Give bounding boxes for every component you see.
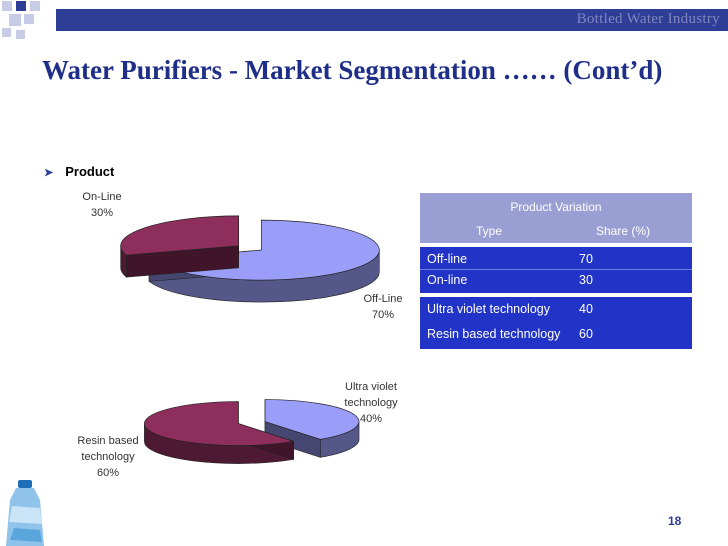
bullet-product: ➤ Product bbox=[44, 164, 114, 179]
pie2-label-resin-line2: technology bbox=[81, 451, 135, 463]
pie1-label-online-name: On-Line bbox=[82, 191, 122, 203]
header-bar: Bottled Water Industry bbox=[56, 9, 728, 31]
table-col-type: Type bbox=[476, 224, 503, 238]
water-bottle-image bbox=[6, 480, 44, 546]
pie2-label-uv: Ultra violet technology 40% bbox=[330, 379, 412, 427]
table-cell-type: Ultra violet technology bbox=[427, 302, 550, 316]
pie1-label-offline-pct: 70% bbox=[371, 309, 395, 321]
pie1-label-offline-name: Off-Line bbox=[363, 293, 403, 305]
table-row: Resin based technology 60 bbox=[420, 325, 692, 344]
table-group-1: Off-line 70 On-line 30 bbox=[420, 247, 692, 293]
table-cell-share: 40 bbox=[579, 302, 593, 316]
pie1-label-offline: Off-Line 70% bbox=[348, 291, 418, 323]
pie1-label-online: On-Line 30% bbox=[68, 189, 136, 221]
pie1-slice-2 bbox=[120, 215, 240, 256]
table-row: On-line 30 bbox=[420, 269, 692, 290]
table-cell-type: On-line bbox=[427, 273, 468, 287]
arrow-bullet-icon: ➤ bbox=[44, 167, 54, 179]
table-col-share: Share (%) bbox=[596, 224, 651, 238]
pie2-label-resin: Resin based technology 60% bbox=[64, 433, 152, 481]
pie2-label-uv-line1: Ultra violet bbox=[345, 381, 397, 393]
pie2-label-resin-line1: Resin based bbox=[77, 435, 139, 447]
pie2-slice-1 bbox=[264, 399, 360, 440]
pie2-label-uv-pct: 40% bbox=[359, 413, 383, 425]
table-cell-share: 30 bbox=[579, 273, 593, 287]
pie2-label-resin-pct: 60% bbox=[96, 467, 120, 479]
product-variation-table: Product Variation Type Share (%) Off-lin… bbox=[420, 193, 692, 349]
table-title: Product Variation bbox=[510, 200, 602, 214]
pie2-slice-2 bbox=[144, 401, 294, 446]
table-cell-share: 70 bbox=[579, 252, 593, 266]
table-group-2: Ultra violet technology 40 Resin based t… bbox=[420, 297, 692, 349]
table-cell-type: Resin based technology bbox=[427, 327, 561, 341]
table-cell-share: 60 bbox=[579, 327, 593, 341]
logo-squares bbox=[2, 1, 40, 39]
bullet-label: Product bbox=[65, 164, 115, 179]
pie1-label-online-pct: 30% bbox=[90, 207, 114, 219]
table-row: Ultra violet technology 40 bbox=[420, 300, 692, 319]
slide-title: Water Purifiers - Market Segmentation ……… bbox=[42, 55, 663, 85]
table-header: Product Variation Type Share (%) bbox=[420, 193, 692, 243]
table-row: Off-line 70 bbox=[420, 250, 692, 269]
table-cell-type: Off-line bbox=[427, 252, 468, 266]
pie2-label-uv-line2: technology bbox=[344, 397, 398, 409]
page-number: 18 bbox=[668, 514, 682, 528]
header-brand-text: Bottled Water Industry bbox=[576, 11, 720, 27]
